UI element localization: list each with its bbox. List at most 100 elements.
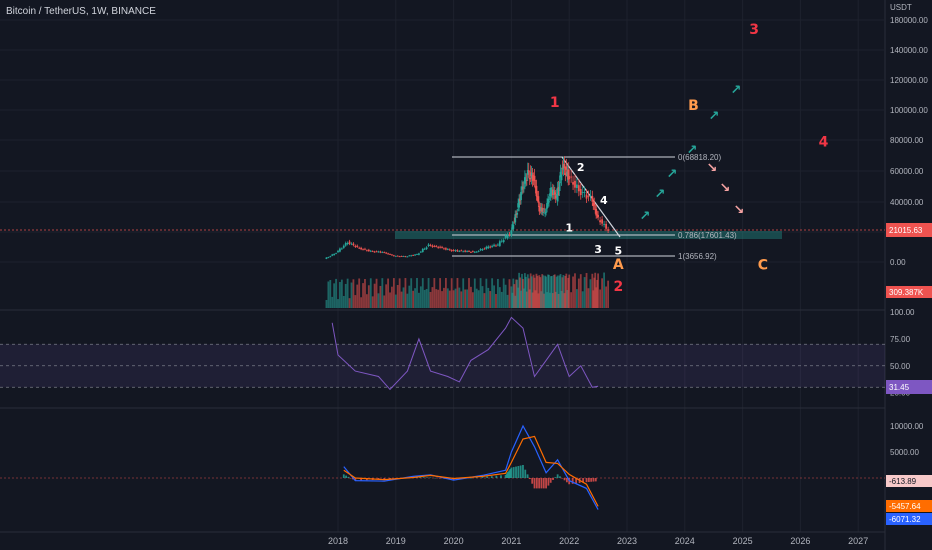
volume-bar xyxy=(545,276,547,308)
volume-bar xyxy=(398,278,401,308)
macd-histogram-bar xyxy=(592,478,595,482)
rsi-tick-label: 100.00 xyxy=(890,308,915,317)
x-tick-label: 2019 xyxy=(386,536,406,546)
macd-histogram-bar xyxy=(522,465,524,478)
volume-bar xyxy=(400,291,403,308)
candle-body xyxy=(546,203,548,209)
candle-body xyxy=(536,196,539,197)
candle-body xyxy=(437,247,440,248)
macd-histogram-bar xyxy=(509,469,512,478)
candle-body xyxy=(539,207,542,210)
volume-bar xyxy=(579,274,582,308)
volume-bar xyxy=(526,274,529,308)
volume-bar xyxy=(454,288,457,308)
macd-histogram-bar xyxy=(347,476,350,478)
volume-bar xyxy=(385,284,388,308)
candle-body xyxy=(396,255,399,257)
candle-body xyxy=(574,180,576,188)
volume-bar xyxy=(562,275,565,308)
candle-body xyxy=(545,211,547,213)
volume-bar xyxy=(565,273,568,308)
volume-bar xyxy=(589,279,592,308)
volume-bar xyxy=(543,293,546,308)
candle-body xyxy=(529,172,532,176)
candle-body xyxy=(524,179,527,182)
candle-body xyxy=(515,214,518,216)
volume-bar xyxy=(485,278,488,308)
macd-histogram-bar xyxy=(429,477,432,478)
candle-body xyxy=(502,240,505,242)
candle-body xyxy=(325,257,328,259)
candle-body xyxy=(425,247,428,250)
volume-bar xyxy=(392,278,395,308)
candle-body xyxy=(441,247,443,248)
volume-bar xyxy=(477,290,480,308)
macd-histogram-bar xyxy=(545,478,547,489)
candle-body xyxy=(563,163,566,169)
price-tick-label: 140000.00 xyxy=(890,46,928,55)
candle-body xyxy=(427,244,430,247)
candle-body xyxy=(383,252,386,254)
x-tick-label: 2025 xyxy=(733,536,753,546)
macd-histogram-bar xyxy=(526,474,529,478)
candle-body xyxy=(535,185,538,197)
volume-bar xyxy=(456,278,459,308)
candle-body xyxy=(358,247,361,249)
macd-signal-line xyxy=(343,435,599,507)
candle-body xyxy=(489,246,492,248)
candle-body xyxy=(593,202,596,206)
candle-body xyxy=(549,193,551,196)
candle-body xyxy=(475,251,478,253)
volume-bar xyxy=(429,291,432,308)
volume-bar xyxy=(504,284,507,308)
volume-bar xyxy=(581,291,584,308)
volume-bar xyxy=(523,288,525,308)
volume-bar xyxy=(547,274,549,308)
volume-bar xyxy=(421,278,424,308)
volume-bar xyxy=(495,294,497,308)
volume-bar xyxy=(572,276,574,308)
candle-body xyxy=(532,179,535,180)
macd-histogram-bar xyxy=(389,478,391,480)
volume-bar xyxy=(510,286,513,308)
macd-histogram-bar xyxy=(563,478,566,481)
candle-body xyxy=(468,250,470,252)
candle-body xyxy=(398,256,401,258)
candle-body xyxy=(443,248,445,250)
macd-histogram-bar xyxy=(486,476,489,478)
arrow-up-icon: ↗ xyxy=(655,187,666,202)
candle-body xyxy=(350,243,353,245)
volume-bar xyxy=(439,278,442,308)
volume-bar xyxy=(339,281,341,308)
macd-histogram-bar xyxy=(500,475,502,478)
candle-body xyxy=(339,248,341,252)
volume-bar xyxy=(444,278,447,308)
candle-body xyxy=(561,167,564,169)
macd-histogram-bar xyxy=(540,478,543,489)
candle-body xyxy=(551,189,554,195)
rsi-tick-label: 75.00 xyxy=(890,335,911,344)
arrow-up-icon: ↗ xyxy=(667,167,678,182)
volume-bar xyxy=(512,278,515,308)
volume-bar xyxy=(511,292,514,308)
candle-body xyxy=(564,173,567,176)
volume-bar xyxy=(470,286,472,308)
volume-bar xyxy=(524,276,527,308)
volume-bar xyxy=(528,289,531,308)
volume-bar xyxy=(446,288,449,308)
volume-bar xyxy=(389,292,391,308)
candle-body xyxy=(527,170,530,172)
macd-histogram-bar xyxy=(535,478,538,489)
macd-histogram-bar xyxy=(517,466,520,478)
candle-body xyxy=(493,244,495,246)
current-price-value: 21015.63 xyxy=(889,226,923,235)
candle-body xyxy=(458,251,461,252)
candle-body xyxy=(577,185,580,192)
macd-histogram-value: -613.89 xyxy=(889,477,917,486)
candle-body xyxy=(518,199,521,208)
macd-histogram-bar xyxy=(470,478,472,479)
candle-body xyxy=(414,254,416,256)
rsi-badge xyxy=(886,380,932,394)
volume-bar xyxy=(377,293,380,308)
